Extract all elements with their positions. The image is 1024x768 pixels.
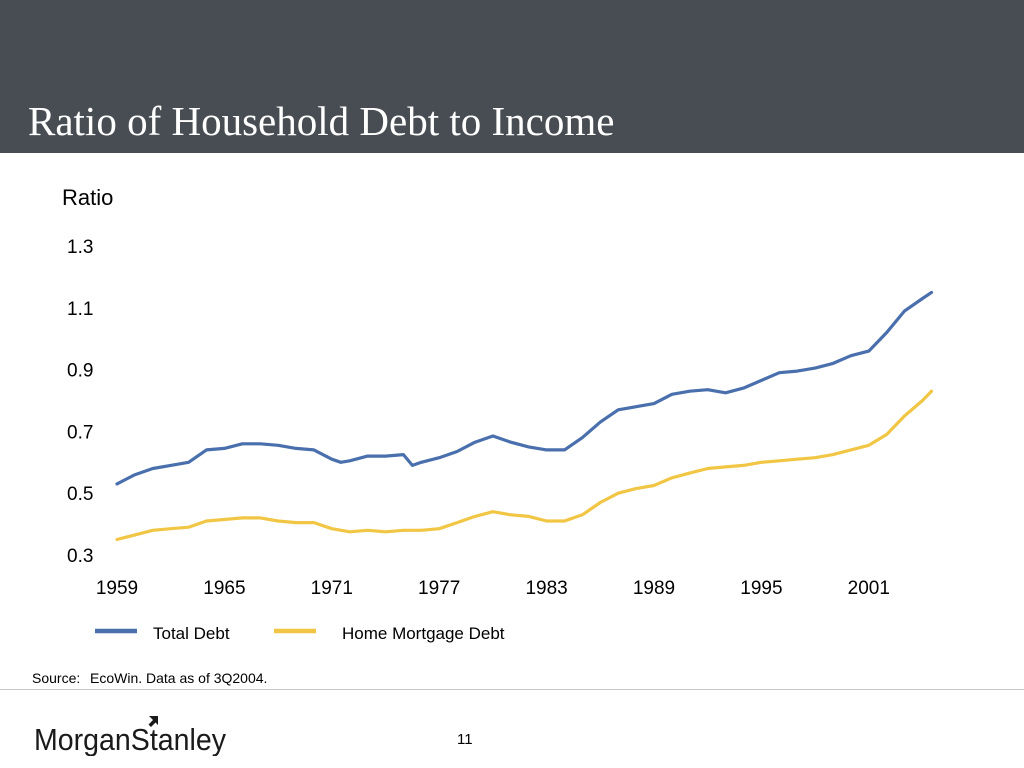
y-axis-title: Ratio [62,185,113,210]
source-text: EcoWin. Data as of 3Q2004. [90,670,268,686]
y-tick-label: 0.3 [67,546,93,567]
series-lines [115,290,934,542]
logo-mark-icon [148,716,158,727]
x-tick-label: 1959 [96,578,138,599]
series-line-total-debt [115,290,934,486]
source-label: Source: [32,670,81,686]
x-tick-label: 1989 [633,578,675,599]
title-banner: Ratio of Household Debt to Income [0,0,1024,153]
x-tick-label: 1965 [203,578,245,599]
y-tick-label: 0.9 [67,361,93,382]
legend-label: Home Mortgage Debt [342,624,505,643]
page-title: Ratio of Household Debt to Income [28,98,615,144]
morgan-stanley-logo: MorganStanley [34,714,234,761]
y-tick-label: 0.7 [67,422,93,443]
x-tick-label: 2001 [848,578,890,599]
line-chart: Ratio 1.3 1.1 0.9 0.7 0.5 0.3 1959 1965 1971 197… [62,185,934,643]
legend: Total Debt Home Mortgage Debt [95,624,505,643]
source-note: Source: EcoWin. Data as of 3Q2004. [32,670,267,686]
x-tick-label: 1983 [525,578,567,599]
series-line-home-mortgage-debt [115,389,934,542]
x-tick-label: 1977 [418,578,460,599]
x-tick-label: 1971 [311,578,353,599]
svg-text:MorganStanley: MorganStanley [34,722,226,756]
y-tick-label: 1.3 [67,237,93,258]
page-number: 11 [457,731,473,748]
x-tick-labels: 1959 1965 1971 1977 1983 1989 1995 2001 [96,578,890,599]
y-tick-label: 0.5 [67,484,93,505]
y-tick-labels: 1.3 1.1 0.9 0.7 0.5 0.3 [67,237,93,567]
legend-label: Total Debt [153,624,230,643]
x-tick-label: 1995 [740,578,782,599]
footer-divider [0,689,1024,690]
y-tick-label: 1.1 [67,299,93,320]
